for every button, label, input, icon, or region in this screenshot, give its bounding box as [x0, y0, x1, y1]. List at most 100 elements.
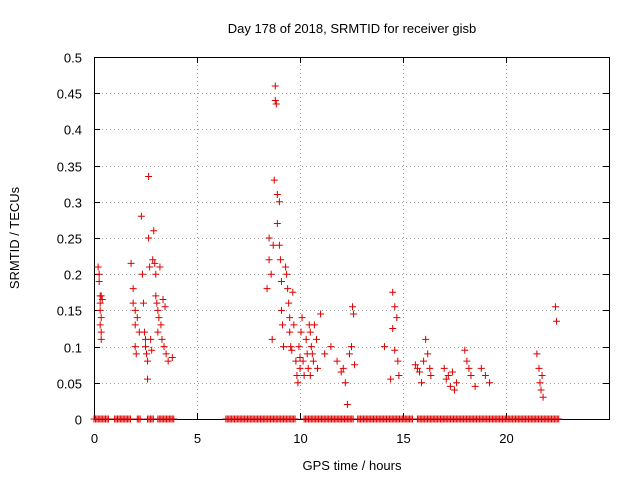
x-tick-label: 10 [293, 431, 307, 446]
data-point [348, 343, 355, 351]
data-point [275, 198, 283, 206]
data-point [418, 379, 426, 387]
data-point [145, 234, 153, 242]
data-point [131, 321, 139, 329]
data-point [391, 346, 399, 354]
data-point [144, 375, 152, 383]
data-point [144, 357, 152, 365]
data-point [155, 314, 163, 322]
data-point [415, 368, 423, 376]
data-point [146, 263, 154, 271]
data-point [156, 263, 164, 271]
data-point [289, 288, 297, 296]
data-point [282, 263, 290, 271]
data-point [481, 372, 489, 380]
data-point [280, 343, 288, 351]
data-point [267, 270, 275, 278]
data-point [170, 415, 178, 423]
data-point [296, 364, 304, 372]
data-point [277, 277, 285, 285]
data-point [314, 364, 322, 372]
data-point [389, 288, 397, 296]
data-point [309, 357, 317, 365]
y-axis-label: SRMTID / TECUs [7, 186, 22, 289]
data-point [136, 415, 144, 423]
y-tick-label: 0.2 [64, 268, 82, 283]
data-point [284, 285, 292, 293]
y-tick-label: 0.35 [57, 160, 82, 175]
data-point [461, 346, 469, 354]
data-point [291, 415, 299, 423]
data-point [97, 314, 105, 322]
data-point [552, 317, 560, 325]
data-point [154, 306, 162, 314]
data-point [317, 310, 325, 318]
data-point [131, 343, 139, 351]
data-point [132, 350, 140, 358]
data-point [271, 96, 279, 104]
data-point [270, 176, 278, 184]
data-point [286, 314, 294, 322]
data-point [126, 415, 134, 423]
data-point [133, 314, 141, 322]
y-tick-label: 0.3 [64, 196, 82, 211]
data-point [95, 270, 103, 278]
data-point [269, 241, 277, 249]
x-axis-label: GPS time / hours [303, 458, 402, 473]
data-point [273, 220, 281, 228]
data-point [152, 292, 160, 300]
data-point [533, 350, 541, 358]
data-point [95, 277, 103, 285]
data-point [160, 343, 168, 351]
data-points [90, 82, 563, 423]
data-point [321, 350, 329, 358]
data-point [94, 263, 102, 271]
data-point [477, 364, 485, 372]
data-point [285, 299, 293, 307]
data-point [152, 270, 160, 278]
data-point [298, 314, 306, 322]
data-point [145, 172, 153, 180]
grid-lines [94, 57, 609, 419]
y-tick-label: 0 [75, 413, 82, 428]
data-point [427, 372, 435, 380]
data-point [394, 357, 402, 365]
data-point [138, 270, 146, 278]
data-point [149, 256, 157, 264]
data-point [304, 364, 312, 372]
data-point [265, 256, 273, 264]
data-point [551, 303, 559, 311]
data-point [278, 321, 286, 329]
data-point [127, 259, 135, 267]
data-point [147, 335, 155, 343]
data-point [306, 328, 314, 336]
data-point [292, 357, 300, 365]
data-point [286, 328, 294, 336]
data-point [413, 364, 421, 372]
data-point [442, 375, 450, 383]
data-point [345, 350, 353, 358]
data-point [424, 350, 432, 358]
data-point [268, 335, 276, 343]
data-point [272, 100, 280, 108]
data-point [308, 350, 316, 358]
data-point [448, 368, 456, 376]
data-point [467, 372, 475, 380]
data-point [300, 372, 308, 380]
data-point [339, 364, 347, 372]
data-point [389, 325, 397, 332]
x-tick-label: 15 [396, 431, 410, 446]
data-point [302, 335, 310, 343]
data-point [104, 415, 112, 423]
data-point [129, 285, 137, 293]
y-tick-label: 0.15 [57, 304, 82, 319]
data-point [96, 299, 104, 307]
data-point [162, 350, 170, 358]
y-tick-label: 0.45 [57, 87, 82, 102]
data-point [154, 328, 162, 336]
data-point [159, 296, 167, 304]
data-point [465, 364, 473, 372]
data-point [97, 328, 105, 336]
data-point [157, 321, 165, 329]
